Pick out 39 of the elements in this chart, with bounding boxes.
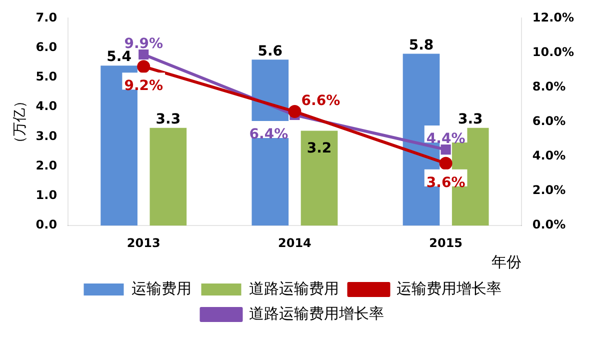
y2-tick-label: 6.0% — [532, 114, 566, 128]
bar — [300, 130, 338, 226]
y2-tick-label: 2.0% — [532, 183, 566, 198]
legend-label: 道路运输费用 — [248, 279, 339, 298]
y-tick-label: 6.0 — [36, 40, 58, 54]
legend-label: 运输费用 — [131, 279, 192, 298]
point — [288, 105, 302, 118]
y-tick-label: 2.0 — [36, 158, 58, 172]
data-label: 3.3 — [156, 111, 181, 128]
x-tick-label: 2015 — [429, 236, 463, 250]
legend-label: 道路运输费用增长率 — [248, 304, 384, 322]
x-axis-title: 年份 — [491, 252, 522, 271]
data-label: 3.3 — [458, 111, 483, 128]
bar — [150, 128, 187, 226]
y-tick-label: 0.0 — [36, 218, 58, 232]
point — [138, 49, 149, 60]
data-label: 6.6% — [301, 93, 340, 110]
y-axis-title: （万亿） — [12, 94, 28, 150]
y-tick-label: 4.0 — [36, 99, 58, 114]
data-label: 5.8 — [408, 37, 434, 54]
legend-label: 运输费用增长率 — [396, 279, 502, 298]
y-tick-label: 7.0 — [36, 10, 58, 24]
data-label: 9.2% — [124, 78, 164, 94]
y-tick-label: 3.0 — [36, 128, 58, 143]
y2-tick-label: 4.0% — [532, 148, 566, 163]
y2-tick-label: 12.0% — [532, 10, 574, 24]
y2-tick-label: 0.0% — [532, 218, 566, 232]
y2-tick-label: 10.0% — [532, 44, 574, 59]
data-label: 3.2 — [306, 140, 332, 156]
data-label: 5.6 — [258, 43, 283, 60]
point — [439, 156, 452, 170]
point — [137, 60, 150, 74]
x-tick-label: 2013 — [126, 236, 160, 250]
point — [440, 144, 451, 155]
x-tick-label: 2014 — [278, 236, 312, 250]
y2-tick-label: 8.0% — [532, 79, 566, 94]
y-tick-label: 1.0 — [36, 188, 58, 202]
y-tick-label: 5.0 — [36, 70, 58, 84]
data-label: 5.4 — [106, 49, 132, 66]
